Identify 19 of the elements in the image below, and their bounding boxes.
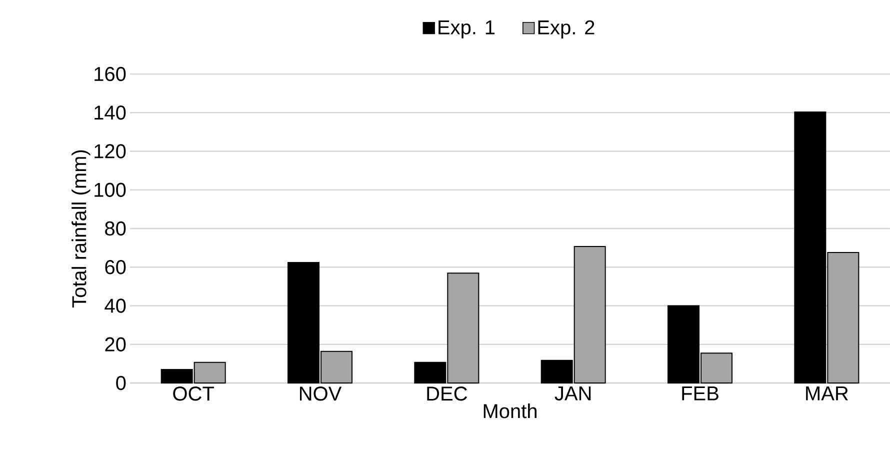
- legend-label: Exp. 2: [538, 20, 594, 38]
- y-tick-label: 120: [94, 144, 126, 158]
- y-tick-label: 40: [104, 298, 126, 313]
- y-tick-label: 0: [116, 376, 126, 390]
- y-tick-label: 140: [94, 106, 126, 120]
- x-tick-label: FEB: [682, 386, 718, 400]
- y-axis-title: Total rainfall (mm): [72, 150, 90, 308]
- y-tick-label: 80: [105, 221, 126, 236]
- x-tick-label: NOV: [300, 386, 342, 401]
- y-tick-label: 60: [105, 260, 126, 274]
- x-tick-label: OCT: [173, 386, 214, 401]
- x-tick-label: DEC: [427, 386, 468, 401]
- legend-label: Exp. 1: [438, 20, 495, 38]
- y-tick-label: 100: [94, 182, 126, 197]
- x-tick-label: JAN: [554, 386, 591, 400]
- x-tick-label: MAR: [806, 386, 848, 400]
- y-tick-label: 160: [94, 66, 126, 82]
- y-tick-label: 20: [105, 337, 126, 352]
- x-axis-title: Month: [484, 404, 536, 418]
